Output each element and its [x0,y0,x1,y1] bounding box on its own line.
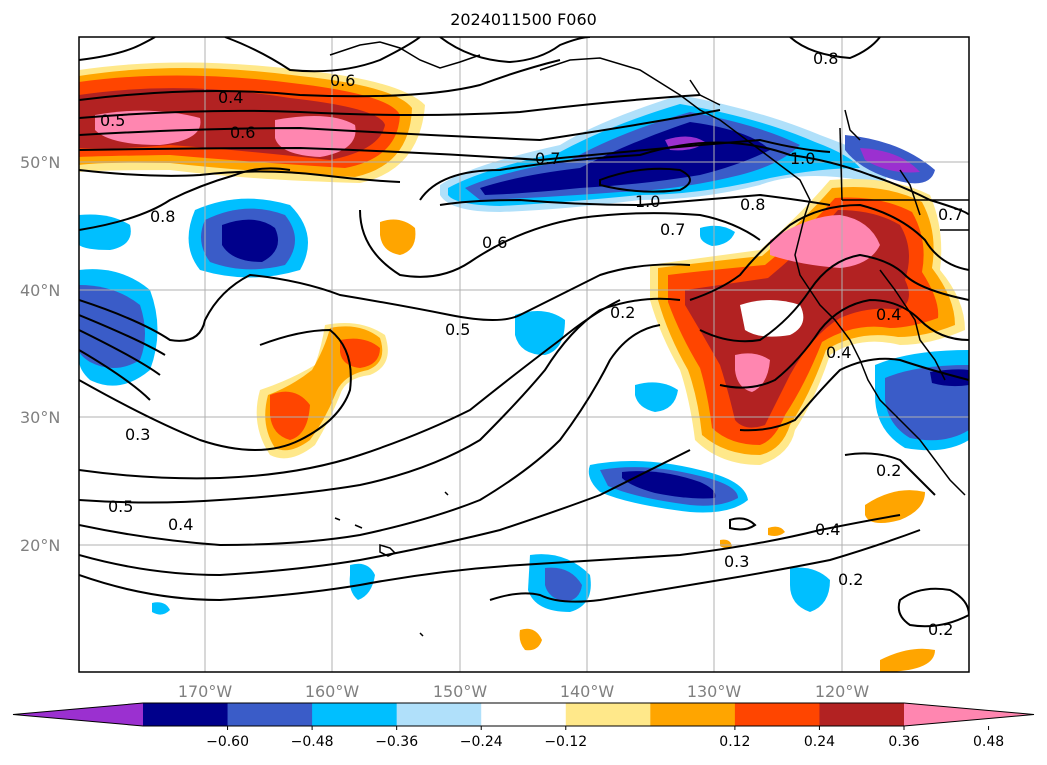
colorbar-tick-label: 0.36 [888,734,919,750]
positive-anomaly-south-c [880,648,935,672]
longitude-labels: 170°W 160°W 150°W 140°W 130°W 120°W [178,682,870,701]
contour-label: 0.5 [445,320,470,339]
negative-anomaly-central-small [515,311,565,355]
contour-label: 0.8 [740,195,765,214]
contour-label: 0.2 [610,303,635,322]
lon-label: 120°W [815,682,870,701]
colorbar: −0.60 −0.48 −0.36 −0.24 −0.12 0.12 0.24 0.36 0.4… [12,702,1035,750]
plot-title: 2024011500 F060 [450,10,597,29]
positive-anomaly-central-red-b [270,391,310,440]
map-frame [78,36,970,673]
contour-label: 0.3 [125,425,150,444]
negative-anomaly-south-c [790,567,830,612]
negative-anomaly-westcentral-navy [222,219,279,262]
contour-label: 0.7 [660,220,685,239]
contour-label: 0.2 [876,461,901,480]
negative-anomaly-small-e [700,225,735,246]
contour-label: 0.4 [815,520,840,539]
negative-anomaly-small-d [635,382,678,412]
contour-label: 0.4 [876,305,901,324]
contour-label: 0.6 [330,71,355,90]
colorbar-segment [650,703,736,726]
contour-label: 0.6 [482,233,507,252]
contour-label: 0.3 [724,552,749,571]
negative-anomaly-west-edge [79,214,131,250]
lon-label: 140°W [560,682,615,701]
colorbar-tick-label: −0.60 [206,734,249,750]
contour-label: 0.7 [535,149,560,168]
colorbar-tick-label: 0.48 [973,734,1004,750]
negative-anomaly-south-b [349,563,375,600]
contour-label: 0.4 [168,515,193,534]
colorbar-segment [396,703,482,726]
contour-label: 0.2 [928,620,953,639]
contour-label: 0.4 [218,88,243,107]
lat-label: 40°N [20,281,60,300]
contour-label: 0.2 [838,570,863,589]
contour-label: 1.0 [790,149,815,168]
colorbar-segment [565,703,651,726]
contour-label: 0.5 [100,111,125,130]
colorbar-tick-label: 0.24 [804,734,835,750]
contour-label: 0.8 [813,49,838,68]
lon-label: 170°W [178,682,233,701]
negative-anomaly-southeast-navy [930,369,969,387]
colorbar-segment [819,703,905,726]
colorbar-segment [481,703,567,726]
coastlines [329,41,969,637]
colorbar-segment [143,703,229,726]
colorbar-extend-min [13,703,143,726]
colorbar-tick-label: −0.24 [460,734,503,750]
negative-anomaly-bc-coast-purple [860,148,920,173]
positive-anomaly-south-b [519,628,542,651]
contour-label: 0.4 [826,343,851,362]
lat-label: 20°N [20,536,60,555]
colorbar-tick-label: −0.12 [544,734,587,750]
lat-label: 50°N [20,153,60,172]
positive-anomaly-nw-pink-a [95,110,201,145]
contour-label: 0.5 [108,497,133,516]
positive-anomaly-south-a [865,490,925,524]
contour-lines [79,37,969,628]
negative-anomaly-south-a-blue [545,567,582,602]
colorbar-segment [312,703,398,726]
positive-anomaly-south-d [768,526,785,536]
positive-anomaly-nw-pink-b [275,116,356,157]
lon-label: 130°W [687,682,742,701]
colorbar-segment [734,703,820,726]
colorbar-tick-label: −0.48 [291,734,334,750]
colorbar-tick-label: 0.12 [719,734,750,750]
colorbar-tick-label: −0.36 [375,734,418,750]
positive-anomaly-east-pink-a [770,215,880,268]
contour-labels: 0.4 0.5 0.6 0.6 0.8 0.7 1.0 1.0 0.8 0.7 … [100,49,963,639]
positive-anomaly-south-e [720,539,732,548]
negative-anomaly-subtropical-navy [622,471,716,499]
positive-anomaly-central-small [380,219,416,255]
contour-label: 1.0 [635,192,660,211]
lon-label: 160°W [305,682,360,701]
graticule [79,37,969,672]
colorbar-outline [12,702,1035,727]
contour-label: 0.6 [230,123,255,142]
colorbar-segment [227,703,313,726]
positive-anomaly-east-pink-b [735,353,770,392]
lat-label: 30°N [20,408,60,427]
colorbar-extend-max [904,703,1034,726]
latitude-labels: 50°N 40°N 30°N 20°N [20,153,60,555]
contour-label: 0.8 [150,207,175,226]
positive-anomaly-east-hole [740,300,804,337]
lon-label: 150°W [433,682,488,701]
contour-label: 0.7 [938,205,963,224]
negative-anomaly-south-d [152,602,170,615]
